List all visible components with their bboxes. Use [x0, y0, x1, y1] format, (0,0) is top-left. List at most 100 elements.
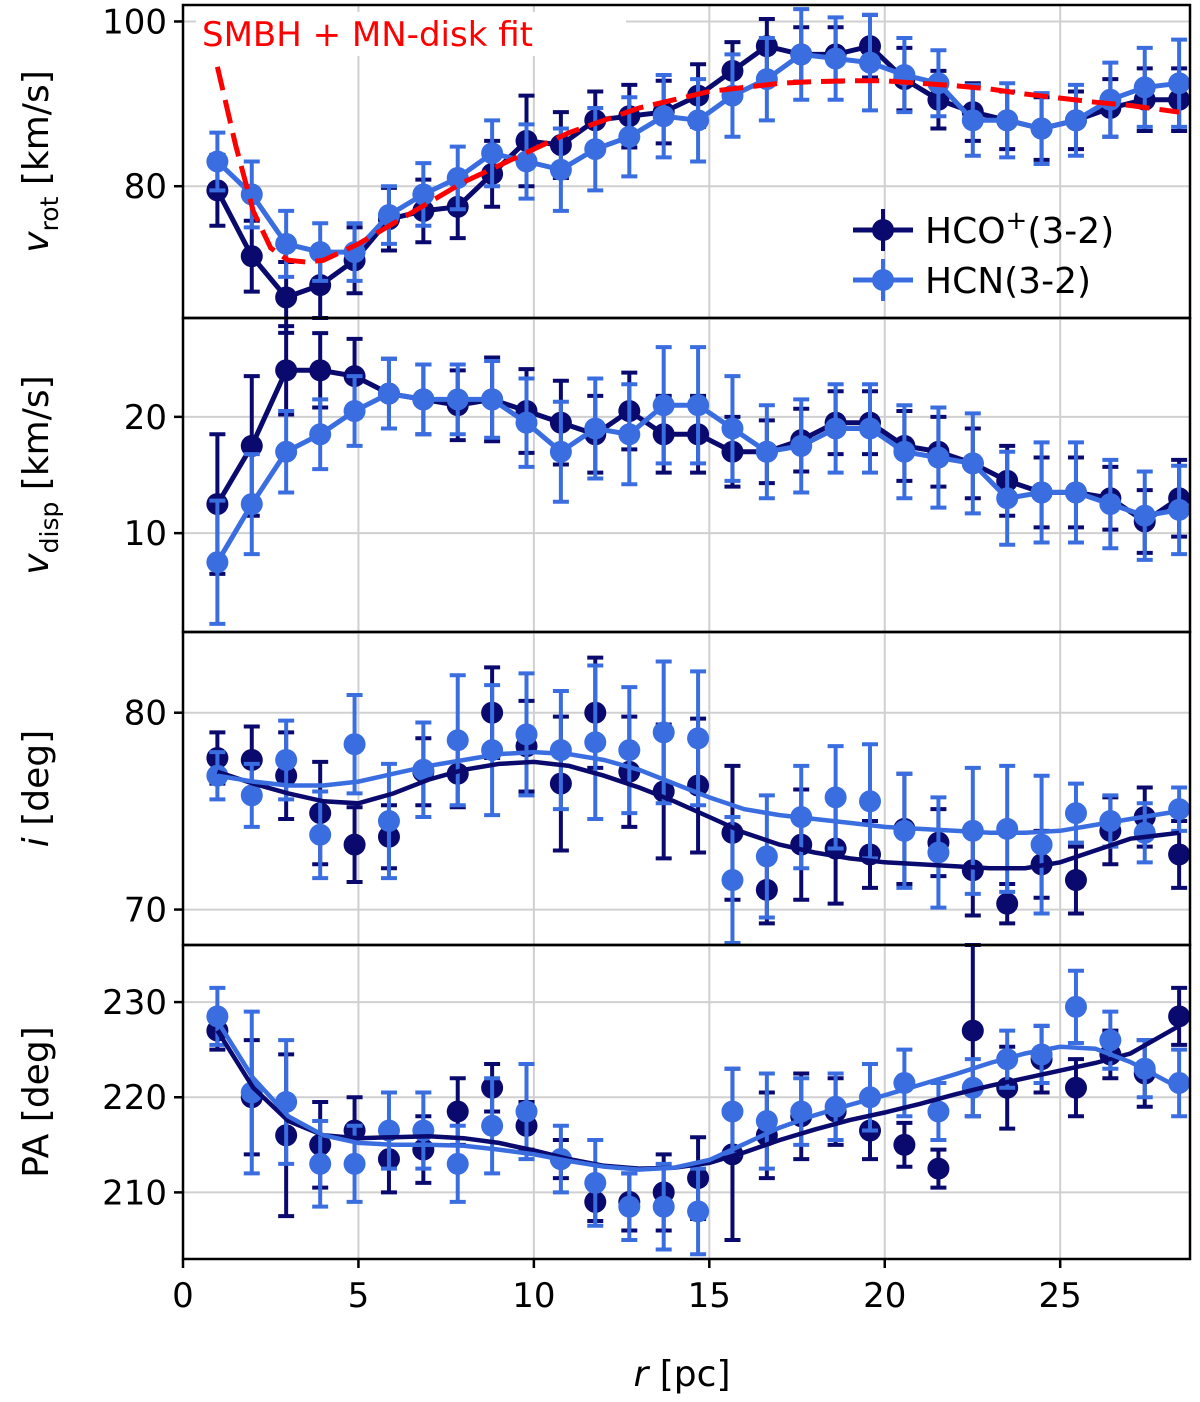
x-tick-label: 25	[1039, 1276, 1082, 1316]
x-axis-label: r [pc]	[634, 1354, 731, 1395]
legend: HCO+(3-2) HCN(3-2)	[853, 206, 1114, 302]
model-line	[216, 759, 1180, 871]
data-point	[343, 733, 366, 756]
y-axis-label-main: v	[16, 231, 57, 253]
fit-line	[214, 66, 1180, 265]
y-axis-label-unit: [km/s]	[16, 70, 57, 196]
data-point	[1030, 833, 1053, 856]
data-point	[687, 394, 710, 417]
data-point	[549, 440, 572, 463]
data-point	[996, 487, 1019, 510]
y-tick-label: 100	[102, 2, 167, 42]
data-point	[206, 1005, 229, 1028]
legend-item: HCN(3-2)	[853, 259, 1091, 302]
data-point	[481, 388, 504, 411]
data-point	[893, 440, 916, 463]
data-point	[859, 790, 882, 813]
data-point	[1099, 1029, 1122, 1052]
data-point	[1064, 109, 1087, 132]
y-axis-label-unit: [deg]	[16, 730, 57, 837]
x-tick-label: 20	[863, 1276, 906, 1316]
data-point	[1133, 76, 1156, 99]
series-hco-3-2-model	[216, 759, 1180, 871]
data-point	[343, 400, 366, 423]
y-tick-label: 230	[102, 983, 167, 1023]
data-point	[206, 551, 229, 574]
svg-text:r [pc]: r [pc]	[634, 1354, 731, 1395]
data-point	[584, 417, 607, 440]
x-axis-label-main: r	[634, 1354, 651, 1395]
legend-label: HCN(3-2)	[925, 261, 1091, 302]
data-point	[1168, 1071, 1191, 1094]
y-axis-label: i [deg]	[16, 730, 57, 847]
legend-label-sup: +	[1006, 206, 1028, 236]
data-point	[412, 183, 435, 206]
panel-pa: 210 220 230 PA [deg] 0 5 10 15 20 25	[16, 943, 1192, 1316]
model-line	[217, 749, 1180, 836]
data-point	[1064, 869, 1087, 892]
data-point	[961, 452, 984, 475]
data-point	[1168, 1005, 1191, 1028]
data-point	[206, 764, 229, 787]
data-point	[309, 823, 332, 846]
data-point	[1133, 821, 1156, 844]
data-point	[790, 434, 813, 457]
data-point	[549, 739, 572, 762]
data-point	[240, 1081, 263, 1104]
panel-frame	[181, 316, 1192, 634]
x-tick-label: 15	[688, 1276, 731, 1316]
x-tick-label: 10	[512, 1276, 555, 1316]
data-point	[515, 1100, 538, 1123]
data-point	[275, 232, 298, 255]
legend-swatch-marker	[872, 219, 894, 241]
data-point	[652, 1195, 675, 1218]
y-tick-label: 70	[124, 891, 167, 931]
data-point	[446, 166, 469, 189]
data-point	[275, 359, 298, 382]
data-point	[377, 382, 400, 405]
data-point	[927, 1157, 950, 1180]
data-point	[652, 721, 675, 744]
data-point	[893, 1133, 916, 1156]
data-point	[1064, 802, 1087, 825]
y-axis-label: vdisp [km/s]	[16, 375, 64, 574]
legend-label-main: HCO	[925, 211, 1006, 252]
y-axis-label-sub: disp	[35, 502, 64, 554]
data-point	[721, 1100, 744, 1123]
data-point	[996, 109, 1019, 132]
data-point	[206, 150, 229, 173]
fit-label-background	[196, 12, 626, 56]
grid-vdisp	[183, 318, 1190, 632]
x-tick-label: 5	[348, 1276, 370, 1316]
data-point	[1168, 798, 1191, 821]
data-point	[584, 138, 607, 161]
data-point	[446, 1152, 469, 1175]
data-point	[309, 423, 332, 446]
data-point	[618, 125, 641, 148]
y-tick-label: 10	[124, 514, 167, 554]
data-point	[446, 729, 469, 752]
data-point	[687, 1200, 710, 1223]
data-point	[1064, 481, 1087, 504]
data-point	[996, 892, 1019, 915]
y-axis-label: vrot [km/s]	[16, 70, 64, 252]
legend-item: HCO+(3-2)	[853, 206, 1114, 252]
y-tick-label: 80	[124, 694, 167, 734]
data-point	[1099, 88, 1122, 111]
data-point	[893, 819, 916, 842]
data-point	[755, 1110, 778, 1133]
data-point	[481, 142, 504, 165]
y-axis-label-main: i	[16, 837, 57, 847]
y-axis-label: PA [deg]	[16, 1026, 57, 1177]
data-point	[721, 417, 744, 440]
data-point	[343, 1152, 366, 1175]
data-point	[275, 286, 298, 309]
data-point	[1030, 481, 1053, 504]
data-point	[412, 388, 435, 411]
data-point	[584, 731, 607, 754]
data-point	[446, 1100, 469, 1123]
series-smbh-mn-disk-fit	[214, 66, 1180, 265]
x-axis-label-unit: [pc]	[648, 1354, 730, 1395]
